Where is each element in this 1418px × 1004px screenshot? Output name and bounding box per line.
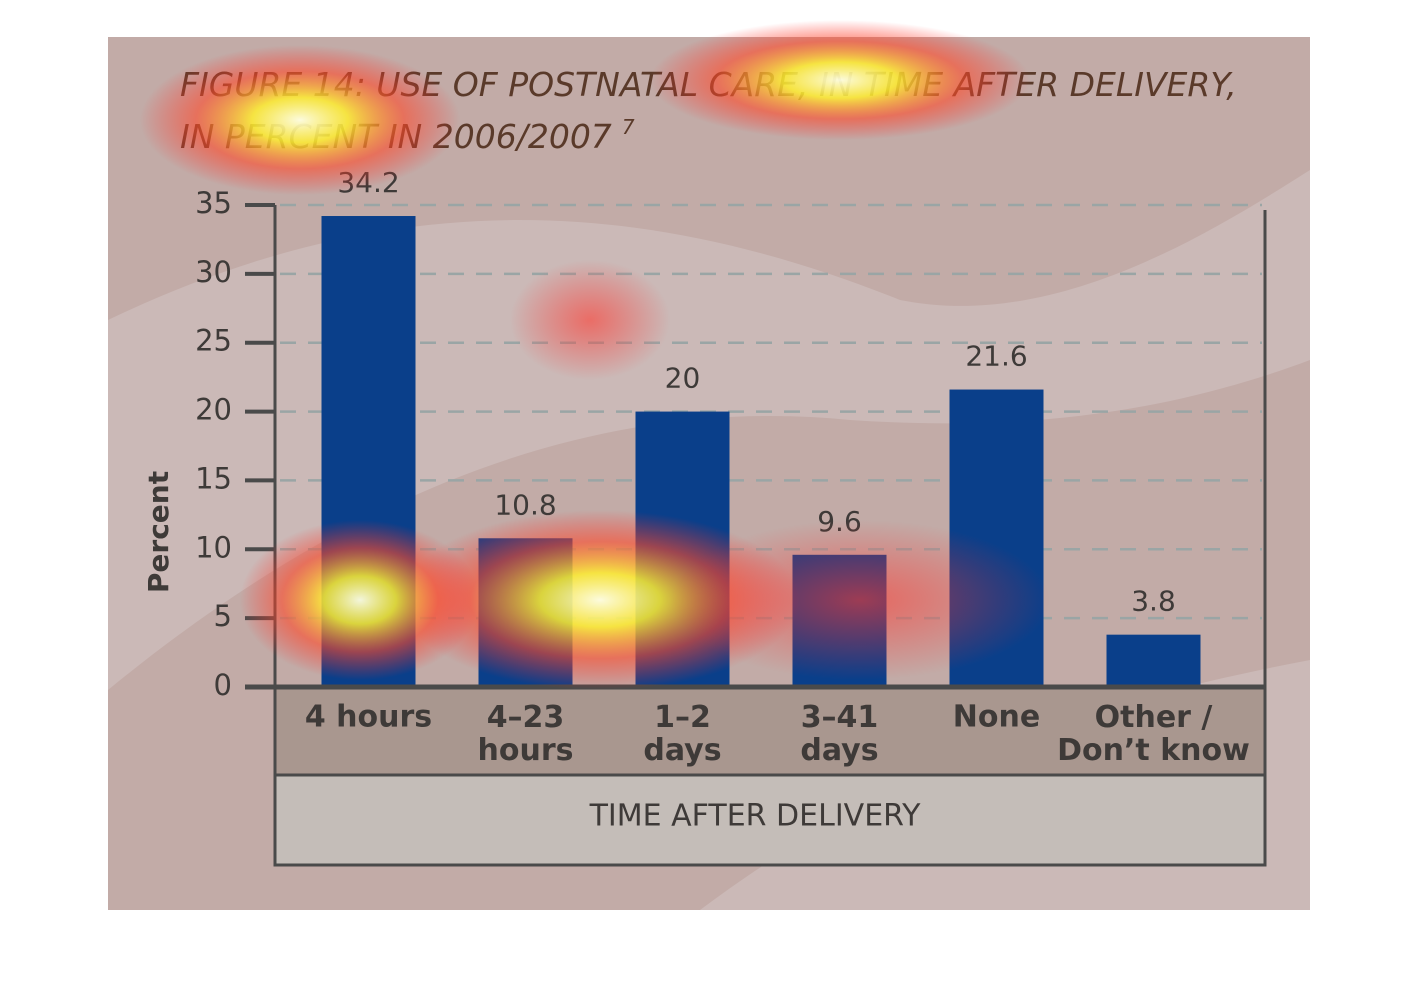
- bar: [949, 389, 1044, 687]
- y-tick-label: 30: [195, 255, 232, 289]
- x-axis-title: TIME AFTER DELIVERY: [589, 799, 921, 834]
- value-label: 21.6: [965, 340, 1027, 373]
- value-label: 9.6: [817, 505, 862, 538]
- y-tick-label: 0: [214, 668, 232, 702]
- y-tick-label: 35: [195, 186, 232, 220]
- x-tick-label: Other / Don’t know: [1057, 700, 1250, 768]
- y-tick-label: 20: [195, 393, 232, 427]
- bar: [478, 538, 573, 687]
- y-tick-label: 25: [195, 324, 232, 358]
- value-label: 34.2: [337, 166, 399, 199]
- bar: [792, 554, 887, 687]
- bar: [635, 411, 730, 687]
- y-tick-label: 15: [195, 461, 232, 495]
- title-note: 7: [622, 115, 635, 139]
- category-band: [275, 687, 1265, 775]
- bar: [321, 216, 416, 687]
- y-axis-title: Percent: [142, 471, 175, 593]
- x-tick-label: None: [953, 700, 1040, 735]
- value-label: 20: [665, 362, 701, 395]
- x-tick-label: 3–41 days: [800, 700, 878, 768]
- y-tick-label: 10: [195, 530, 232, 564]
- value-label: 3.8: [1131, 585, 1176, 618]
- x-tick-label: 4–23 hours: [478, 700, 574, 768]
- x-tick-label: 1–2 days: [643, 700, 721, 768]
- value-label: 10.8: [494, 488, 556, 521]
- y-tick-label: 5: [214, 599, 232, 633]
- bar: [1106, 634, 1201, 687]
- x-tick-label: 4 hours: [305, 700, 432, 735]
